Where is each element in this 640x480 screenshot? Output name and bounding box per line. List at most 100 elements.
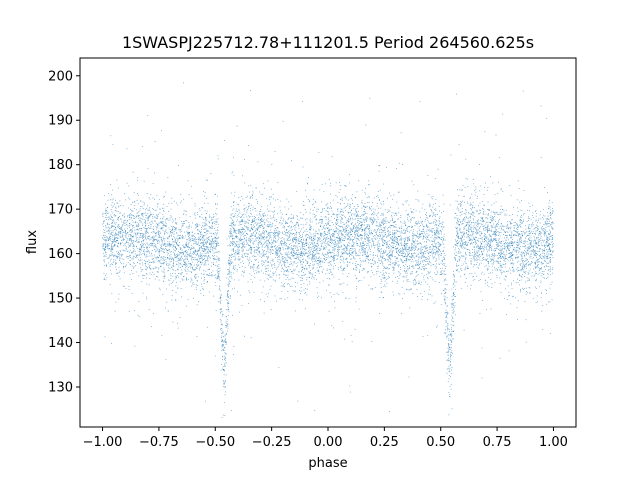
data-point — [214, 355, 216, 357]
data-point — [350, 232, 352, 234]
data-point — [463, 242, 465, 243]
data-point — [392, 291, 394, 293]
data-point — [177, 244, 179, 246]
data-point — [512, 243, 514, 245]
data-point — [261, 291, 263, 293]
data-point — [501, 271, 503, 273]
data-point — [350, 258, 352, 260]
data-point — [328, 220, 330, 222]
data-point — [190, 238, 191, 240]
data-point — [286, 230, 287, 231]
data-point — [162, 210, 164, 211]
data-point — [330, 256, 332, 257]
data-point — [372, 221, 374, 222]
data-point — [545, 260, 546, 262]
data-point — [108, 237, 110, 238]
data-point — [201, 253, 203, 255]
data-point — [428, 263, 429, 265]
data-point — [262, 213, 264, 215]
data-point — [422, 255, 424, 256]
data-point — [406, 272, 408, 274]
data-point — [285, 214, 287, 215]
data-point — [307, 252, 309, 254]
data-point — [266, 265, 268, 266]
data-point — [486, 261, 488, 262]
data-point — [352, 251, 354, 253]
data-point — [108, 231, 110, 233]
data-point — [235, 245, 237, 247]
data-point — [407, 268, 409, 270]
data-point — [328, 240, 330, 242]
data-point — [178, 262, 180, 264]
data-point — [139, 251, 141, 253]
data-point — [187, 263, 189, 265]
data-point — [288, 257, 290, 259]
data-point — [160, 239, 162, 241]
data-point — [517, 243, 519, 245]
data-point — [199, 238, 201, 240]
data-point — [187, 246, 189, 248]
data-point — [258, 233, 260, 235]
data-point — [123, 272, 125, 274]
data-point — [412, 265, 414, 267]
data-point — [127, 262, 129, 264]
data-point — [537, 264, 538, 266]
data-point — [238, 224, 240, 226]
data-point — [181, 278, 183, 280]
data-point — [354, 275, 356, 277]
data-point — [368, 184, 370, 186]
data-point — [535, 267, 536, 269]
data-point — [258, 271, 260, 273]
data-point — [210, 235, 212, 237]
data-point — [315, 219, 317, 220]
data-point — [409, 221, 411, 223]
data-point — [463, 231, 465, 233]
data-point — [263, 212, 265, 214]
data-point — [256, 214, 258, 216]
data-point — [431, 249, 433, 251]
data-point — [551, 235, 553, 237]
data-point — [340, 241, 342, 243]
data-point — [481, 233, 483, 235]
data-point — [208, 263, 209, 265]
data-point — [552, 238, 554, 240]
data-point — [191, 244, 193, 246]
data-point — [115, 263, 117, 264]
data-point — [233, 240, 235, 242]
data-point — [470, 227, 472, 228]
data-point — [490, 308, 492, 310]
data-point — [464, 228, 466, 230]
data-point — [226, 325, 228, 327]
data-point — [386, 282, 388, 284]
data-point — [530, 264, 531, 266]
data-point — [132, 250, 134, 252]
data-point — [123, 258, 125, 260]
data-point — [254, 277, 256, 278]
data-point — [241, 274, 243, 276]
data-point — [464, 244, 465, 246]
data-point — [313, 246, 315, 248]
data-point — [247, 185, 249, 187]
data-point — [413, 237, 414, 239]
data-point — [235, 245, 237, 246]
data-point — [291, 233, 293, 235]
data-point — [221, 341, 222, 343]
data-point — [327, 244, 329, 246]
data-point — [112, 249, 114, 251]
data-point — [393, 247, 395, 249]
data-point — [539, 232, 541, 234]
data-point — [105, 251, 107, 253]
data-point — [218, 266, 220, 268]
data-point — [259, 279, 261, 281]
data-point — [418, 282, 420, 284]
data-point — [151, 214, 153, 216]
data-point — [287, 274, 289, 276]
data-point — [238, 209, 240, 211]
data-point — [133, 215, 135, 216]
data-point — [130, 230, 132, 232]
data-point — [119, 231, 121, 233]
data-point — [475, 209, 477, 211]
data-point — [284, 265, 286, 267]
data-point — [244, 208, 246, 210]
data-point — [159, 261, 161, 263]
